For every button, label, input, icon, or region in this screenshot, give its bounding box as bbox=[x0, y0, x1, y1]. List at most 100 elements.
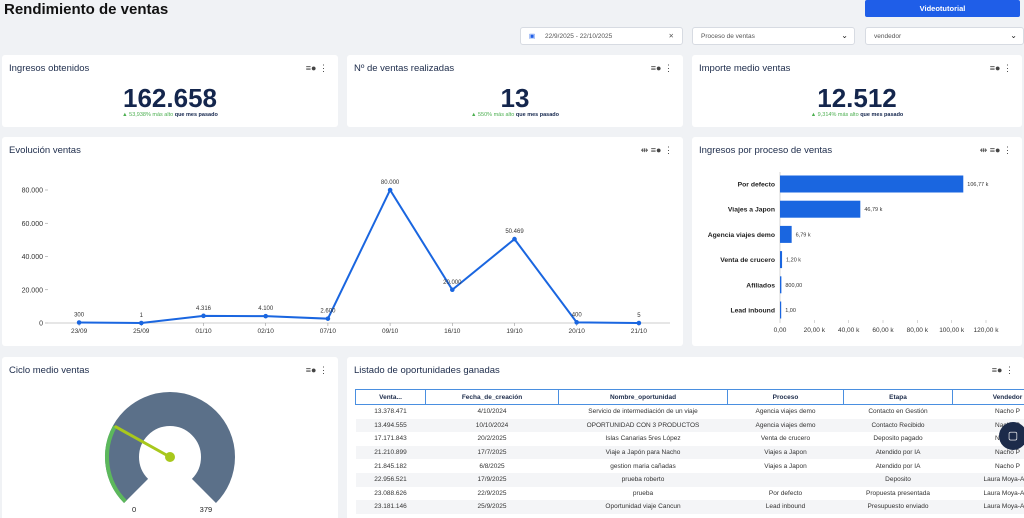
bar bbox=[780, 200, 861, 218]
table-cell: Atendido por IA bbox=[875, 462, 921, 470]
process-filter-label: Proceso de ventas bbox=[701, 33, 755, 40]
table-cell: Laura Moya-Ang bbox=[983, 489, 1024, 497]
seller-filter-label: vendedor bbox=[874, 33, 902, 40]
table-cell: 10/10/2024 bbox=[425, 418, 559, 433]
table-cell: Presupuesto enviado bbox=[843, 500, 953, 514]
table-row: 22.956.521 17/9/2025 prueba roberto Deposit… bbox=[355, 472, 1024, 487]
kpi-change-value: ▲ 53,938% más alto bbox=[122, 112, 174, 118]
table-cell: Venta de crucero bbox=[760, 435, 811, 443]
value-label: 400 bbox=[572, 312, 583, 318]
table-cell: 17/7/2025 bbox=[425, 445, 559, 460]
value-label: 80.000 bbox=[381, 180, 400, 186]
kpi-change: ▲ 550% más alto que mes pasado bbox=[347, 112, 683, 118]
gauge-min: 0 bbox=[132, 505, 136, 514]
page-title: Rendimiento de ventas bbox=[4, 1, 169, 18]
card-menu[interactable]: ≡● ⋮ bbox=[305, 63, 328, 73]
kpi-title: Nº de ventas realizadas bbox=[354, 63, 455, 74]
chart-title: Ciclo medio ventas bbox=[9, 365, 90, 376]
table-cell: Atendido por IA bbox=[843, 445, 953, 460]
table-cell: 13.378.471 bbox=[374, 408, 407, 416]
videotutorial-button[interactable]: Videotutorial bbox=[865, 0, 1020, 17]
table-cell: 25/9/2025 bbox=[425, 500, 559, 514]
table-cell: Lead inbound bbox=[727, 500, 844, 514]
value-label: 106,77 k bbox=[967, 182, 988, 188]
bar bbox=[780, 251, 783, 269]
bar bbox=[780, 175, 964, 193]
table-cell: Contacto Recibido bbox=[843, 418, 953, 433]
y-tick-label: Agencia viajes demo bbox=[708, 232, 775, 239]
card-menu[interactable]: ⇹ ≡● ⋮ bbox=[640, 145, 673, 155]
kpi-title: Ingresos obtenidos bbox=[9, 63, 90, 74]
kpi-value: 13 bbox=[500, 83, 530, 113]
y-tick-label: Lead inbound bbox=[730, 308, 775, 315]
table-cell: Nacho P bbox=[952, 445, 1024, 460]
card-menu[interactable]: ≡● ⋮ bbox=[991, 365, 1014, 375]
gauge-max: 379 bbox=[200, 505, 213, 514]
clear-icon[interactable]: ✕ bbox=[668, 33, 674, 40]
table-cell: Viaje a Japón para Nacho bbox=[558, 445, 728, 460]
x-tick-label: 09/10 bbox=[382, 328, 399, 335]
value-label: 4.100 bbox=[258, 306, 274, 312]
table-cell: 4/10/2024 bbox=[477, 408, 507, 416]
table-cell: Laura Moya-Ang bbox=[952, 472, 1024, 487]
chevron: ⌄ bbox=[1010, 31, 1017, 40]
table-row: 21.845.182 6/8/2025 gestion maria cañadas V… bbox=[356, 459, 1024, 473]
kpi-change-value: ▲ 550% más alto bbox=[471, 112, 515, 118]
card-menu[interactable]: ≡● ⋮ bbox=[650, 63, 673, 73]
x-tick-label: 80,00 k bbox=[907, 327, 929, 334]
value-label: 46,79 k bbox=[864, 207, 882, 213]
kpi-change: ▲ 53,938% más alto que mes pasado bbox=[2, 112, 338, 118]
column-header: Proceso bbox=[727, 389, 844, 405]
table-wrap: Venta... Fecha_de_creación Nombre_oportuni… bbox=[355, 389, 1024, 518]
card-menu[interactable]: ⇹ ≡● ⋮ bbox=[979, 145, 1012, 155]
table-cell: 22/9/2025 bbox=[477, 489, 507, 497]
table-cell: 13.494.555 bbox=[355, 418, 426, 433]
x-tick-label: 60,00 k bbox=[872, 327, 894, 334]
kpi-card: Ingresos obtenidos ≡● ⋮ 162.658 ▲ 53,938%… bbox=[2, 55, 338, 127]
gauge-track bbox=[105, 392, 235, 503]
y-tick-label: 40.000 bbox=[22, 254, 44, 261]
gauge-card: ≡● ⋮ bbox=[2, 357, 338, 518]
line bbox=[79, 187, 639, 324]
card-menu[interactable]: ≡● ⋮ bbox=[989, 63, 1012, 73]
bar-card: ⇹ ≡● ⋮ bbox=[692, 137, 1022, 346]
value-label: 20.000 bbox=[443, 280, 462, 286]
process-filter[interactable]: Proceso de ventas ⌄ bbox=[692, 27, 855, 45]
x-tick-label: 40,00 k bbox=[838, 327, 860, 334]
card-menu[interactable]: ≡● ⋮ bbox=[305, 365, 328, 375]
y-tick-label: 20.000 bbox=[22, 287, 44, 294]
x-tick-label: 21/10 bbox=[631, 328, 648, 335]
table-cell: 20/2/2025 bbox=[477, 435, 507, 443]
table-cell: 21.845.182 bbox=[374, 462, 407, 470]
table-cell: 23.181.146 bbox=[355, 500, 426, 514]
chart-title: Ingresos por proceso de ventas bbox=[699, 145, 832, 156]
y-tick-label: 0 bbox=[39, 321, 43, 328]
bar bbox=[780, 276, 782, 294]
bar bbox=[780, 301, 782, 319]
table-cell: Deposito pagado bbox=[873, 435, 923, 443]
table-cell: 17.171.843 bbox=[374, 435, 407, 443]
table-cell: 22.956.521 bbox=[355, 472, 426, 487]
point bbox=[139, 320, 144, 326]
y-tick-label: Venta de crucero bbox=[720, 257, 775, 264]
opportunities-table: Venta... Fecha_de_creación Nombre_oportuni… bbox=[355, 389, 1024, 514]
value-label: 300 bbox=[74, 313, 85, 319]
table-cell: Nacho P bbox=[995, 462, 1020, 470]
x-tick-label: 07/10 bbox=[320, 328, 337, 335]
kpi-change-suffix: que mes pasado bbox=[860, 112, 904, 118]
table-row: 21.210.899 17/7/2025 Viaje a Japón para Na… bbox=[355, 445, 1024, 460]
chat-button[interactable]: ▢ bbox=[999, 422, 1024, 450]
value-label: 2.600 bbox=[320, 309, 336, 315]
table-cell: 23.088.626 bbox=[374, 489, 407, 497]
date-range-filter[interactable]: 22/9/2025 - 22/10/2025 ▣ ✕ bbox=[520, 27, 683, 45]
table-row: 23.088.626 22/9/2025 prueba Por defecto Prop… bbox=[356, 487, 1024, 501]
value-label: 6,79 k bbox=[796, 232, 811, 238]
table-row: 13.494.555 10/10/2024 OPORTUNIDAD CON 3 PR… bbox=[355, 418, 1024, 433]
table-cell bbox=[727, 472, 844, 487]
x-tick-label: 20/10 bbox=[569, 328, 586, 335]
table-cell: Islas Canarias 5res López bbox=[605, 435, 681, 443]
point bbox=[263, 313, 269, 319]
table-cell: Por defecto bbox=[768, 489, 803, 497]
table-cell: prueba roberto bbox=[558, 472, 728, 487]
value-label: 1,20 k bbox=[786, 258, 801, 264]
